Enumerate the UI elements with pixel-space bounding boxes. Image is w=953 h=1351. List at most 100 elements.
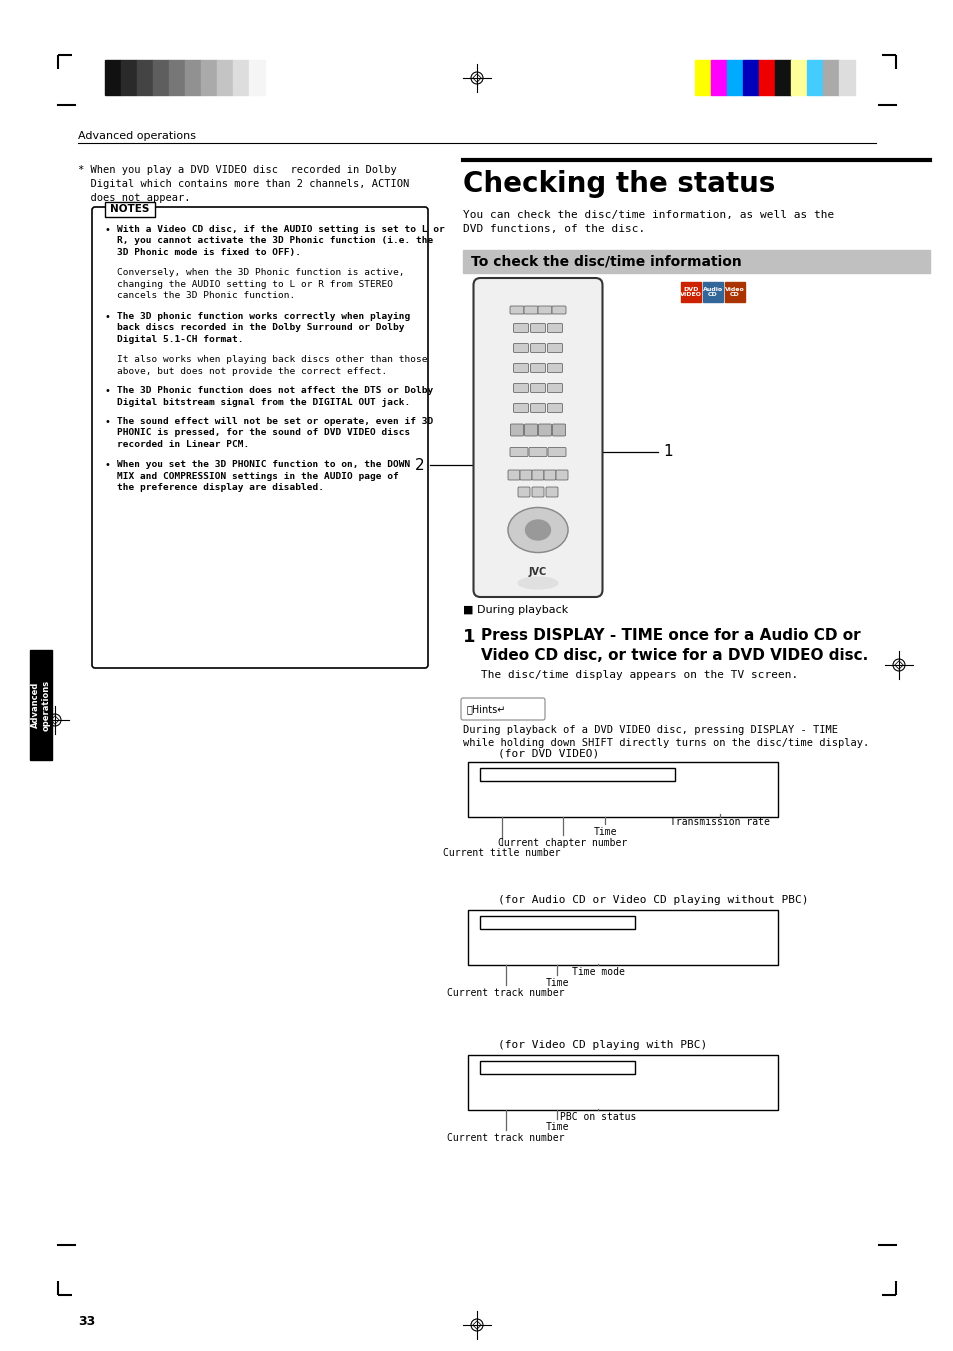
Bar: [105, 203, 154, 218]
FancyBboxPatch shape: [532, 486, 543, 497]
Text: Current track number: Current track number: [447, 1133, 564, 1143]
Text: •: •: [105, 461, 111, 470]
FancyBboxPatch shape: [552, 305, 565, 313]
Text: Audio
CD: Audio CD: [702, 286, 722, 297]
Text: Time: Time: [593, 827, 616, 838]
Text: The disc/time display appears on the TV screen.: The disc/time display appears on the TV …: [480, 670, 798, 680]
Text: 1: 1: [662, 444, 672, 459]
Bar: [462, 250, 929, 273]
FancyBboxPatch shape: [513, 343, 528, 353]
FancyBboxPatch shape: [507, 470, 519, 480]
FancyBboxPatch shape: [530, 343, 545, 353]
Text: Video
CD: Video CD: [724, 286, 744, 297]
Text: •: •: [105, 386, 111, 396]
Text: Advanced
operations: Advanced operations: [30, 680, 51, 731]
Bar: [774, 59, 790, 95]
Text: PBC on status: PBC on status: [559, 1112, 636, 1121]
Bar: [216, 59, 233, 95]
Bar: [726, 59, 742, 95]
Bar: [249, 59, 265, 95]
Text: Current title number: Current title number: [443, 848, 560, 858]
Bar: [742, 59, 759, 95]
Bar: [30, 650, 52, 761]
Bar: [468, 911, 778, 965]
Text: •: •: [105, 416, 111, 427]
FancyBboxPatch shape: [537, 305, 552, 313]
Text: When you set the 3D PHONIC function to on, the DOWN
MIX and COMPRESSION settings: When you set the 3D PHONIC function to o…: [117, 461, 410, 492]
FancyBboxPatch shape: [537, 424, 551, 436]
Bar: [105, 59, 121, 95]
FancyBboxPatch shape: [547, 323, 562, 332]
Text: The sound effect will not be set or operate, even if 3D
PHONIC is pressed, for t: The sound effect will not be set or oper…: [117, 416, 433, 449]
Text: During playback: During playback: [476, 605, 568, 615]
Text: (for Video CD playing with PBC): (for Video CD playing with PBC): [497, 1040, 706, 1050]
FancyBboxPatch shape: [543, 470, 556, 480]
Text: During playback of a DVD VIDEO disc, pressing DISPLAY - TIME
while holding down : During playback of a DVD VIDEO disc, pre…: [462, 725, 868, 748]
FancyBboxPatch shape: [513, 323, 528, 332]
FancyBboxPatch shape: [547, 384, 562, 393]
Bar: [185, 59, 201, 95]
Text: JVC: JVC: [528, 567, 547, 577]
Bar: [479, 916, 635, 929]
FancyBboxPatch shape: [473, 278, 602, 597]
Ellipse shape: [517, 577, 558, 589]
Text: The 3D phonic function works correctly when playing
back discs recorded in the D: The 3D phonic function works correctly w…: [117, 312, 410, 345]
Text: 1: 1: [462, 628, 475, 646]
Bar: [822, 59, 838, 95]
FancyBboxPatch shape: [545, 486, 558, 497]
FancyBboxPatch shape: [513, 363, 528, 373]
Text: Current chapter number: Current chapter number: [497, 838, 627, 848]
FancyBboxPatch shape: [552, 424, 565, 436]
FancyBboxPatch shape: [460, 698, 544, 720]
Text: (for Audio CD or Video CD playing without PBC): (for Audio CD or Video CD playing withou…: [497, 894, 807, 905]
Text: Checking the status: Checking the status: [462, 170, 775, 199]
Bar: [468, 762, 778, 817]
Bar: [468, 1055, 778, 1111]
Text: You can check the disc/time information, as well as the
DVD functions, of the di: You can check the disc/time information,…: [462, 209, 833, 234]
Bar: [137, 59, 152, 95]
Text: (for DVD VIDEO): (for DVD VIDEO): [497, 748, 598, 759]
Bar: [233, 59, 249, 95]
Text: DVD
VIDEO: DVD VIDEO: [679, 286, 701, 297]
FancyBboxPatch shape: [530, 384, 545, 393]
Bar: [169, 59, 185, 95]
Ellipse shape: [525, 520, 550, 540]
Text: Advanced operations: Advanced operations: [78, 131, 195, 141]
Text: Conversely, when the 3D Phonic function is active,
changing the AUDIO setting to: Conversely, when the 3D Phonic function …: [117, 269, 404, 300]
Bar: [121, 59, 137, 95]
Bar: [680, 282, 700, 303]
Bar: [695, 59, 710, 95]
Bar: [479, 1061, 635, 1074]
FancyBboxPatch shape: [547, 363, 562, 373]
Bar: [152, 59, 169, 95]
Bar: [759, 59, 774, 95]
Text: Time: Time: [545, 978, 568, 988]
FancyBboxPatch shape: [532, 470, 543, 480]
FancyBboxPatch shape: [510, 424, 523, 436]
FancyBboxPatch shape: [513, 384, 528, 393]
FancyBboxPatch shape: [517, 486, 530, 497]
FancyBboxPatch shape: [510, 305, 523, 313]
Text: •: •: [105, 226, 111, 235]
FancyBboxPatch shape: [547, 447, 565, 457]
Text: •: •: [105, 312, 111, 322]
Bar: [724, 282, 744, 303]
Bar: [838, 59, 854, 95]
Text: It also works when playing back discs other than those
above, but does not provi: It also works when playing back discs ot…: [117, 355, 427, 376]
Text: Current track number: Current track number: [447, 988, 564, 998]
Text: 2: 2: [415, 458, 424, 473]
Text: The 3D Phonic function does not affect the DTS or Dolby
Digital bitstream signal: The 3D Phonic function does not affect t…: [117, 386, 433, 407]
Text: ■: ■: [462, 605, 473, 615]
Ellipse shape: [507, 508, 567, 553]
Bar: [201, 59, 216, 95]
FancyBboxPatch shape: [556, 470, 567, 480]
Text: NOTES: NOTES: [111, 204, 150, 215]
Text: With a Video CD disc, if the AUDIO setting is set to L or
R, you cannot activate: With a Video CD disc, if the AUDIO setti…: [117, 226, 444, 257]
Text: 🖋Hints↵: 🖋Hints↵: [467, 704, 506, 713]
Bar: [479, 767, 675, 781]
FancyBboxPatch shape: [519, 470, 532, 480]
FancyBboxPatch shape: [530, 363, 545, 373]
Text: * When you play a DVD VIDEO disc  recorded in Dolby
  Digital which contains mor: * When you play a DVD VIDEO disc recorde…: [78, 165, 409, 203]
Text: Press DISPLAY - TIME once for a Audio CD or
Video CD disc, or twice for a DVD VI: Press DISPLAY - TIME once for a Audio CD…: [480, 628, 867, 663]
Bar: [806, 59, 822, 95]
